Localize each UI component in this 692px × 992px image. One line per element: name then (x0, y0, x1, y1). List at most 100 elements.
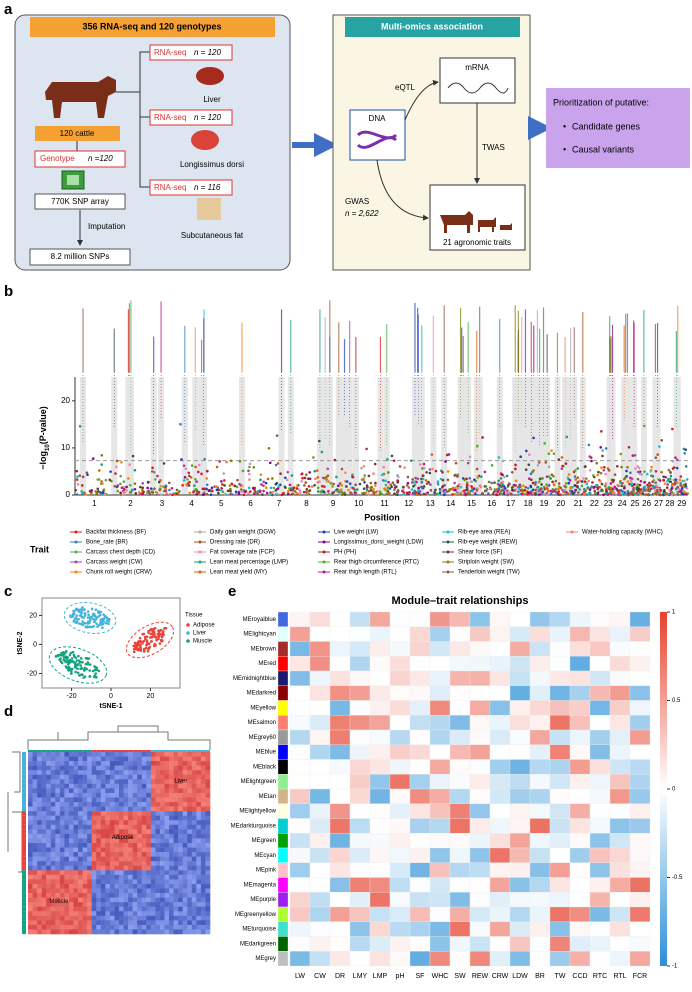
heat-cell (173, 911, 179, 917)
heat-cell (169, 838, 174, 844)
heat-cell (191, 761, 197, 766)
heat-cell (109, 929, 115, 935)
snp-dot (491, 492, 495, 496)
heat-cell (164, 761, 170, 766)
heat-cell (389, 788, 411, 804)
heat-cell (105, 911, 111, 917)
heat-cell (429, 774, 451, 790)
snp-dot (565, 435, 569, 439)
chromosome-label: 9 (331, 499, 336, 508)
snp-dot (353, 491, 357, 494)
heat-cell (32, 824, 38, 830)
heat-cell (589, 906, 611, 922)
heat-cell (87, 779, 92, 785)
heat-cell (128, 824, 133, 830)
heat-cell (200, 893, 206, 898)
tissue-label: Subcutaneous fat (181, 231, 244, 240)
module-swatch (277, 906, 289, 922)
heat-cell (309, 833, 331, 849)
snp-dot (134, 491, 138, 495)
heat-cell (205, 761, 211, 766)
heat-cell (132, 906, 138, 912)
heat-cell (96, 915, 102, 921)
chromosome-label: 17 (506, 499, 515, 508)
heat-cell (123, 806, 129, 812)
heat-cell (182, 902, 188, 907)
tissue-bar (109, 750, 115, 752)
legend-label: Lean meat yield (MY) (210, 570, 267, 576)
heat-cell (32, 833, 38, 839)
chromosome-label: 11 (380, 499, 389, 508)
snp-dot (364, 491, 368, 494)
heat-cell (141, 924, 147, 930)
heat-cell (105, 797, 111, 803)
snp-dot (534, 493, 538, 496)
heat-cell (187, 920, 193, 926)
heat-cell (178, 843, 183, 848)
heat-cell (569, 641, 591, 657)
snp-dot (625, 469, 628, 473)
heat-cell (105, 765, 111, 771)
heat-cell (68, 820, 74, 826)
heat-cell (105, 847, 111, 853)
snp-dot (125, 485, 128, 489)
snp-dot (537, 461, 541, 464)
heat-cell (32, 911, 38, 917)
snp-dot (258, 490, 262, 494)
heat-cell (55, 770, 61, 776)
heat-cell (100, 802, 106, 807)
heat-cell (178, 797, 183, 803)
heat-cell (569, 626, 591, 642)
heat-cell (409, 700, 431, 716)
heat-cell (87, 915, 92, 921)
snp-dot (420, 486, 424, 489)
heat-cell (164, 861, 170, 867)
heat-cell (82, 874, 88, 880)
tissue-bar (22, 824, 26, 830)
heat-cell (169, 856, 174, 862)
snp-dot (291, 490, 294, 493)
middle-header (345, 17, 520, 37)
snp-dot (222, 472, 226, 475)
heat-cell (309, 862, 331, 878)
heat-cell (389, 670, 411, 686)
heat-cell (109, 783, 115, 789)
snp-dot (667, 468, 671, 472)
heat-cell (187, 788, 193, 794)
heat-cell (150, 752, 156, 757)
snp-dot (351, 473, 354, 476)
heat-cell (109, 779, 115, 785)
heat-cell (119, 897, 124, 903)
snp-dot (277, 484, 281, 487)
snp-dot (411, 481, 414, 484)
heat-cell (196, 820, 202, 826)
module-swatch (277, 759, 289, 775)
snp-dot (241, 469, 245, 473)
heat-cell (389, 906, 411, 922)
heat-cell (200, 874, 206, 880)
snp-dot (329, 482, 333, 485)
snp-dot (520, 488, 524, 492)
cell-dot (90, 607, 94, 611)
snp-dot (243, 490, 247, 494)
snp-dot (337, 484, 340, 488)
snp-dot (665, 492, 669, 495)
heat-cell (28, 852, 33, 857)
heat-cell (549, 774, 571, 790)
cell-dot (94, 675, 97, 678)
snp-dot (385, 489, 388, 492)
heat-cell (150, 883, 156, 889)
heat-cell (100, 915, 106, 921)
snp-dot (499, 477, 503, 480)
heat-cell (509, 892, 531, 908)
module-label: MEdarkred (247, 691, 276, 697)
heat-cell (78, 788, 83, 794)
heat-cell (28, 847, 33, 853)
heat-cell (114, 906, 120, 912)
cell-dot (133, 641, 137, 645)
legend-label: Lean meat percentage (LMP) (210, 560, 288, 566)
snp-dot (153, 478, 157, 481)
colorbar-label: 1 (672, 610, 676, 616)
heat-cell (196, 838, 202, 844)
peak-band (465, 377, 472, 495)
